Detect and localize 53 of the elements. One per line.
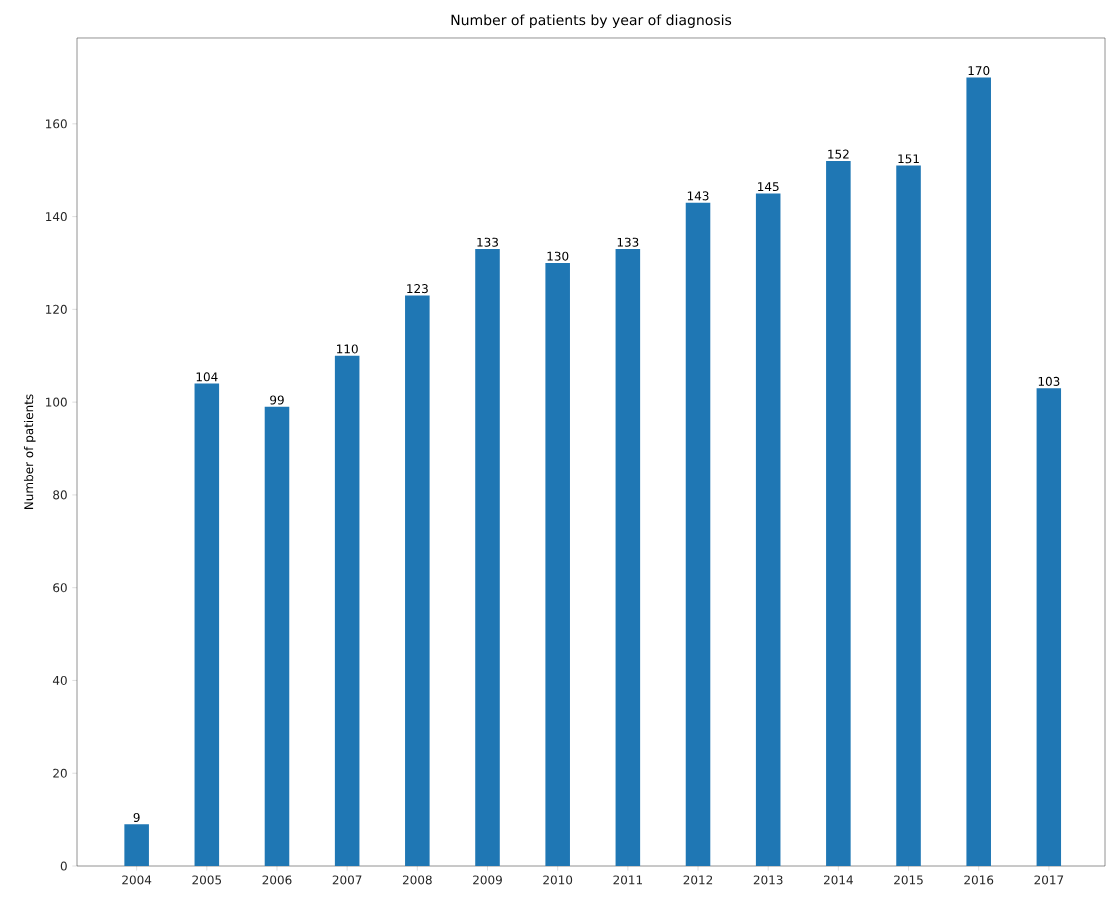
- data-label: 143: [687, 191, 709, 201]
- y-tick-label: 140: [46, 212, 67, 222]
- x-tick-label: 2011: [613, 875, 642, 885]
- data-label: 103: [1038, 376, 1060, 386]
- data-label: 130: [547, 251, 569, 261]
- data-label: 99: [270, 395, 284, 405]
- bar: [755, 193, 781, 866]
- x-tick-label: 2014: [823, 875, 853, 885]
- x-tick-label: 2007: [332, 875, 362, 885]
- x-tick-label: 2013: [753, 875, 783, 885]
- y-tick-label: 120: [46, 304, 67, 314]
- bar: [685, 202, 711, 866]
- data-label: 152: [828, 149, 849, 159]
- data-label: 104: [196, 372, 218, 382]
- y-tick-label: 100: [46, 397, 67, 407]
- data-label: 123: [407, 284, 428, 294]
- bar: [475, 249, 500, 866]
- y-tick-label: 20: [53, 768, 67, 778]
- x-tick-label: 2015: [894, 875, 923, 885]
- bar: [334, 355, 360, 866]
- bar: [124, 824, 149, 866]
- y-tick-label: 80: [53, 490, 67, 500]
- y-tick-label: 0: [60, 861, 67, 871]
- data-label: 170: [968, 66, 990, 76]
- data-label: 145: [758, 182, 779, 192]
- x-tick-label: 2012: [683, 875, 713, 885]
- chart-title: Number of patients by year of diagnosis: [451, 14, 732, 28]
- data-label: 133: [477, 237, 498, 247]
- bar: [545, 262, 570, 866]
- x-tick-label: 2017: [1034, 875, 1064, 885]
- x-tick-label: 2009: [473, 875, 502, 885]
- x-tick-label: 2004: [122, 875, 152, 885]
- x-tick-label: 2016: [964, 875, 994, 885]
- bar: [264, 406, 290, 866]
- bar: [194, 383, 220, 866]
- bar: [896, 165, 921, 866]
- data-label: 133: [617, 237, 639, 247]
- bar: [1036, 388, 1062, 866]
- y-tick-label: 160: [46, 119, 67, 129]
- y-tick-label: 60: [53, 583, 67, 593]
- bar: [405, 295, 430, 866]
- x-tick-label: 2010: [543, 875, 573, 885]
- x-tick-label: 2008: [402, 875, 432, 885]
- y-axis-title: Number of patients: [23, 394, 36, 510]
- y-tick-label: 40: [52, 675, 67, 685]
- bar: [615, 249, 641, 866]
- bar: [826, 160, 851, 866]
- data-label: 110: [337, 344, 358, 354]
- bar: [966, 77, 991, 866]
- x-tick-label: 2006: [262, 875, 292, 885]
- data-label: 9: [133, 812, 140, 822]
- x-tick-label: 2005: [192, 875, 222, 885]
- data-label: 151: [898, 154, 919, 164]
